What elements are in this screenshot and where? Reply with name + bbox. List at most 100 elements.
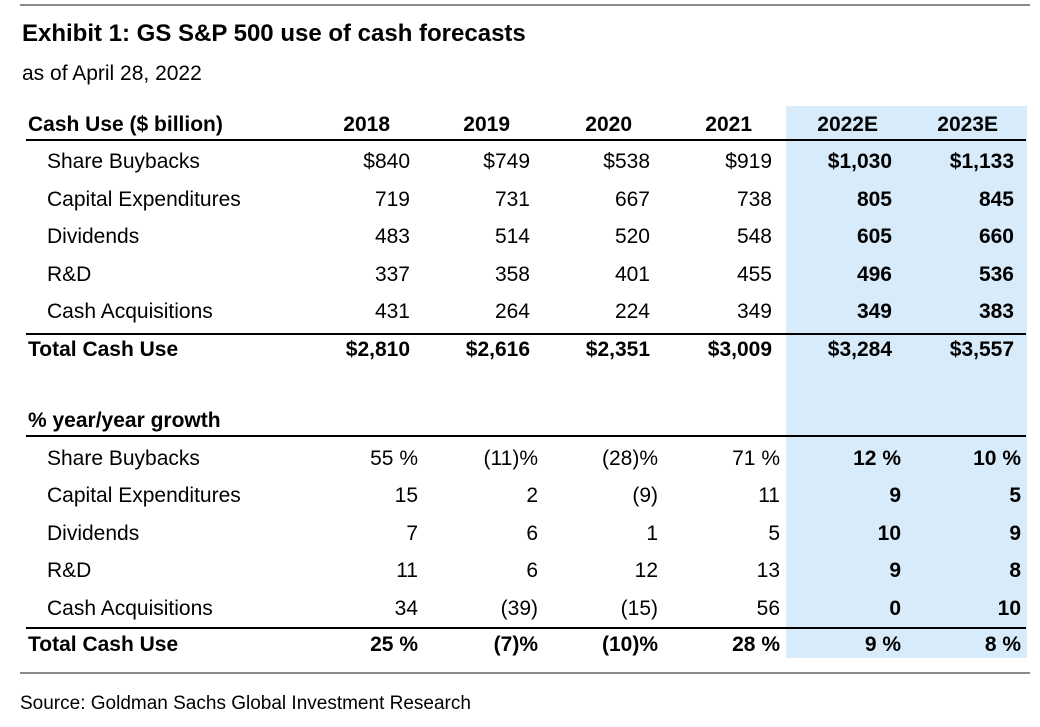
cell-value: 11	[758, 484, 780, 507]
row-label: Capital Expenditures	[47, 188, 241, 211]
row-label: Total Cash Use	[28, 633, 179, 656]
cell-value: $2,616	[465, 338, 530, 361]
year-header: 2018	[343, 113, 390, 136]
header-label: Cash Use ($ billion)	[28, 113, 223, 136]
growth-total-row: Total Cash Use 25 % (7)% (10)% 28 % 9 % …	[28, 630, 1026, 660]
table-row: Share Buybacks 55 % (11)% (28)% 71 % 12 % 10 %	[28, 444, 1026, 474]
cell-value: 605	[856, 225, 892, 248]
cell-value: 224	[614, 300, 650, 323]
cell-value: 55 %	[370, 447, 418, 470]
cell-value: 2	[526, 484, 538, 507]
cell-value: 731	[494, 188, 530, 211]
cell-value: (11)%	[483, 447, 538, 470]
cell-value: 9 %	[864, 633, 901, 656]
table-row: Dividends 7 6 1 5 10 9	[28, 519, 1026, 549]
cell-value: 5	[768, 522, 780, 545]
cell-value: 667	[614, 188, 650, 211]
growth-header-row: % year/year growth	[28, 406, 1026, 436]
cell-value: 10	[877, 522, 901, 545]
row-label: Cash Acquisitions	[47, 300, 213, 323]
exhibit-subtitle: as of April 28, 2022	[22, 62, 202, 85]
year-header: 2020	[585, 113, 632, 136]
cash-total-row: Total Cash Use $2,810 $2,616 $2,351 $3,0…	[28, 335, 1026, 365]
table-row: Capital Expenditures 719 731 667 738 805 845	[28, 185, 1026, 215]
cell-value: 28 %	[732, 633, 780, 656]
table-row: Share Buybacks $840 $749 $538 $919 $1,030 $1,1…	[28, 147, 1026, 177]
cell-value: $1,030	[827, 150, 892, 173]
cell-value: 56	[756, 597, 780, 620]
bottom-divider	[20, 672, 1030, 674]
cell-value: (39)	[500, 597, 538, 620]
growth-total-rule	[26, 627, 1026, 629]
header-rule	[26, 139, 1026, 141]
cell-value: 8	[1009, 559, 1021, 582]
forecast-shading	[786, 106, 1027, 658]
cell-value: 34	[394, 597, 418, 620]
cell-value: 71 %	[732, 447, 780, 470]
cell-value: 431	[374, 300, 410, 323]
cell-value: $1,133	[949, 150, 1014, 173]
cell-value: $3,284	[827, 338, 892, 361]
cell-value: 349	[736, 300, 772, 323]
year-header: 2023E	[937, 113, 998, 136]
year-header: 2019	[463, 113, 510, 136]
cell-value: 358	[494, 263, 530, 286]
cell-value: 1	[646, 522, 658, 545]
cell-value: 536	[978, 263, 1014, 286]
table-row: Cash Acquisitions 431 264 224 349 349 383	[28, 297, 1026, 327]
cell-value: 9	[889, 559, 901, 582]
cell-value: 9	[1009, 522, 1021, 545]
cell-value: 6	[526, 559, 538, 582]
table-row: R&D 11 6 12 13 9 8	[28, 556, 1026, 586]
cell-value: 337	[374, 263, 410, 286]
cell-value: (9)	[632, 484, 658, 507]
row-label: Capital Expenditures	[47, 484, 241, 507]
row-label: R&D	[47, 559, 92, 582]
cell-value: 9	[889, 484, 901, 507]
cell-value: 264	[494, 300, 530, 323]
cell-value: 455	[736, 263, 772, 286]
cell-value: 10	[997, 597, 1021, 620]
cell-value: 496	[856, 263, 892, 286]
cell-value: 401	[614, 263, 650, 286]
cell-value: $749	[483, 150, 530, 173]
table-header-row: Cash Use ($ billion) 2018 2019 2020 2021…	[28, 110, 1026, 140]
year-header: 2021	[705, 113, 752, 136]
cell-value: 719	[374, 188, 410, 211]
cell-value: 10 %	[973, 447, 1021, 470]
cell-value: 548	[736, 225, 772, 248]
top-divider	[20, 4, 1030, 6]
cell-value: (7)%	[493, 633, 538, 656]
cell-value: 25 %	[370, 633, 418, 656]
cell-value: 845	[978, 188, 1014, 211]
exhibit-title: Exhibit 1: GS S&P 500 use of cash foreca…	[22, 20, 526, 47]
table-row: R&D 337 358 401 455 496 536	[28, 260, 1026, 290]
table-row: Dividends 483 514 520 548 605 660	[28, 222, 1026, 252]
cell-value: 383	[978, 300, 1014, 323]
cell-value: 660	[978, 225, 1014, 248]
cell-value: 0	[889, 597, 901, 620]
cell-value: 514	[494, 225, 530, 248]
cell-value: 805	[856, 188, 892, 211]
row-label: Cash Acquisitions	[47, 597, 213, 620]
cell-value: $2,810	[345, 338, 410, 361]
cell-value: $3,557	[949, 338, 1014, 361]
source-note: Source: Goldman Sachs Global Investment …	[20, 693, 471, 714]
table-row: Cash Acquisitions 34 (39) (15) 56 0 10	[28, 594, 1026, 624]
row-label: Dividends	[47, 225, 140, 248]
cell-value: $538	[603, 150, 650, 173]
row-label: Dividends	[47, 522, 140, 545]
total-rule	[26, 333, 1026, 335]
cell-value: 12	[634, 559, 658, 582]
cell-value: (10)%	[601, 633, 658, 656]
cell-value: $3,009	[707, 338, 772, 361]
cell-value: $840	[363, 150, 410, 173]
cell-value: 13	[756, 559, 780, 582]
cell-value: 6	[526, 522, 538, 545]
cell-value: 5	[1009, 484, 1021, 507]
year-header: 2022E	[817, 113, 878, 136]
growth-header-label: % year/year growth	[28, 409, 221, 432]
cell-value: 15	[394, 484, 418, 507]
cell-value: 12 %	[853, 447, 901, 470]
cell-value: $2,351	[585, 338, 650, 361]
